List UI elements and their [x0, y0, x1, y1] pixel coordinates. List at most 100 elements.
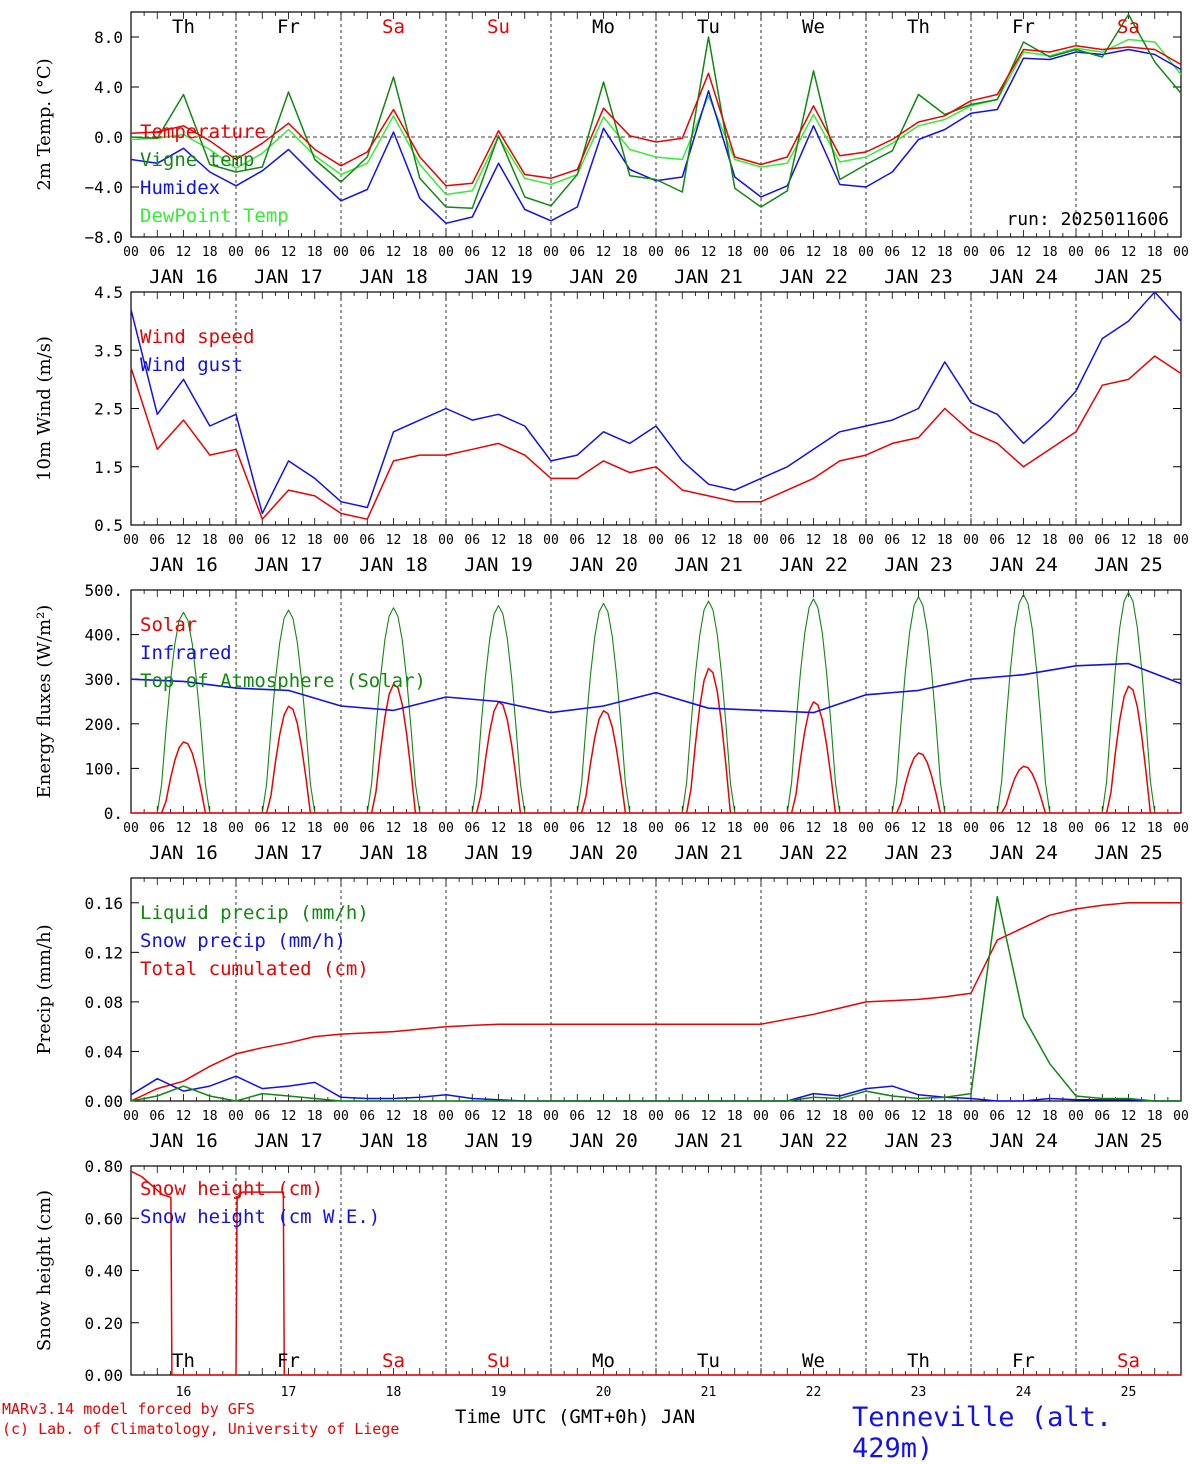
weekday-label: Sa	[1117, 1350, 1140, 1372]
day-number-label: 19	[491, 1385, 507, 1400]
hour-tick-label: 12	[806, 533, 822, 548]
y-tick-label: 4.0	[94, 78, 123, 97]
legend-entry: Snow precip (mm/h)	[140, 930, 346, 952]
y-tick-label: 3.5	[94, 341, 123, 360]
y-tick-label: 0.00	[84, 1366, 123, 1385]
hour-tick-label: 00	[963, 533, 979, 548]
hour-tick-label: 06	[779, 821, 795, 836]
hour-tick-label: 12	[1016, 245, 1032, 260]
legend-entry: Liquid precip (mm/h)	[140, 902, 369, 924]
hour-tick-label: 18	[622, 533, 638, 548]
y-tick-label: 0.12	[84, 943, 123, 962]
hour-tick-label: 18	[1147, 533, 1163, 548]
hour-tick-label: 12	[176, 1109, 192, 1124]
legend-entry: Wind speed	[140, 326, 254, 348]
hour-tick-label: 06	[884, 245, 900, 260]
hour-tick-label: 00	[858, 533, 874, 548]
date-label: JAN 21	[674, 266, 743, 288]
hour-tick-label: 00	[438, 533, 454, 548]
hour-tick-label: 06	[569, 245, 585, 260]
toa-solar-line	[261, 609, 316, 814]
weekday-label: Tu	[697, 16, 720, 38]
hour-tick-label: 00	[1173, 1109, 1189, 1124]
weekday-label: We	[802, 16, 825, 38]
date-label: JAN 19	[464, 1130, 533, 1152]
date-label: JAN 18	[359, 266, 428, 288]
legend-entry: Snow height (cm W.E.)	[140, 1206, 380, 1228]
hour-tick-label: 00	[1173, 821, 1189, 836]
hour-tick-label: 00	[858, 821, 874, 836]
series-line-snow-height-cm-	[130, 1170, 1181, 1376]
date-label: JAN 20	[569, 554, 638, 576]
legend-entry: Vigne temp	[140, 149, 254, 171]
weekday-label: We	[802, 1350, 825, 1372]
legend-entry: Infrared	[140, 642, 232, 664]
toa-solar-line	[366, 607, 421, 814]
hour-tick-label: 00	[1173, 533, 1189, 548]
hour-tick-label: 18	[412, 821, 428, 836]
hour-tick-label: 06	[674, 821, 690, 836]
hour-tick-label: 12	[911, 1109, 927, 1124]
hour-tick-label: 00	[543, 245, 559, 260]
hour-tick-label: 18	[202, 821, 218, 836]
weekday-label: Fr	[277, 1350, 300, 1372]
hour-tick-label: 06	[464, 821, 480, 836]
y-tick-label: 1.5	[94, 458, 123, 477]
hour-tick-label: 00	[333, 821, 349, 836]
day-number-label: 21	[701, 1385, 717, 1400]
y-tick-label: 0.	[104, 804, 123, 823]
hour-tick-label: 00	[963, 1109, 979, 1124]
date-label: JAN 17	[254, 554, 323, 576]
panel-3	[130, 589, 1182, 814]
hour-tick-label: 18	[622, 245, 638, 260]
hour-tick-label: 12	[911, 245, 927, 260]
hour-tick-label: 06	[1094, 533, 1110, 548]
hour-tick-label: 12	[911, 533, 927, 548]
hour-tick-label: 00	[123, 245, 139, 260]
hour-tick-label: 00	[858, 1109, 874, 1124]
hour-tick-label: 18	[307, 1109, 323, 1124]
station-title: Tenneville (alt. 429m)	[852, 1402, 1113, 1464]
solar-line	[475, 701, 522, 814]
series-line-liquid-precip-mm-h-	[130, 895, 1181, 1102]
hour-tick-label: 00	[753, 245, 769, 260]
solar-line	[265, 705, 312, 814]
weekday-label: Su	[487, 16, 510, 38]
y-tick-label: 4.5	[94, 283, 123, 302]
y-tick-label: 0.80	[84, 1157, 123, 1176]
hour-tick-label: 00	[228, 821, 244, 836]
hour-tick-label: 06	[149, 821, 165, 836]
hour-tick-label: 12	[1016, 821, 1032, 836]
date-label: JAN 24	[989, 266, 1058, 288]
y-tick-label: 0.0	[94, 128, 123, 147]
hour-tick-label: 00	[543, 1109, 559, 1124]
hour-tick-label: 00	[648, 245, 664, 260]
hour-tick-label: 06	[779, 1109, 795, 1124]
date-label: JAN 23	[884, 554, 953, 576]
y-tick-label: 500.	[84, 581, 123, 600]
hour-tick-label: 00	[753, 1109, 769, 1124]
date-label: JAN 22	[779, 842, 848, 864]
hour-tick-label: 12	[596, 245, 612, 260]
y-tick-label: 200.	[84, 715, 123, 734]
date-label: JAN 19	[464, 266, 533, 288]
hour-tick-label: 18	[517, 821, 533, 836]
hour-tick-label: 18	[832, 821, 848, 836]
hour-tick-label: 18	[1042, 1109, 1058, 1124]
y-tick-label: 2.5	[94, 400, 123, 419]
hour-tick-label: 00	[228, 245, 244, 260]
hour-tick-label: 06	[149, 1109, 165, 1124]
hour-tick-label: 12	[281, 533, 297, 548]
hour-tick-label: 06	[569, 533, 585, 548]
weekday-label: Th	[172, 16, 195, 38]
hour-tick-label: 00	[438, 1109, 454, 1124]
hour-tick-label: 12	[1121, 245, 1137, 260]
solar-line	[1000, 765, 1047, 814]
y-tick-label: 0.04	[84, 1042, 123, 1061]
hour-tick-label: 06	[989, 533, 1005, 548]
x-axis-label: Time UTC (GMT+0h) JAN	[455, 1406, 696, 1428]
date-label: JAN 22	[779, 1130, 848, 1152]
date-label: JAN 18	[359, 842, 428, 864]
date-label: JAN 18	[359, 554, 428, 576]
hour-tick-label: 06	[674, 245, 690, 260]
